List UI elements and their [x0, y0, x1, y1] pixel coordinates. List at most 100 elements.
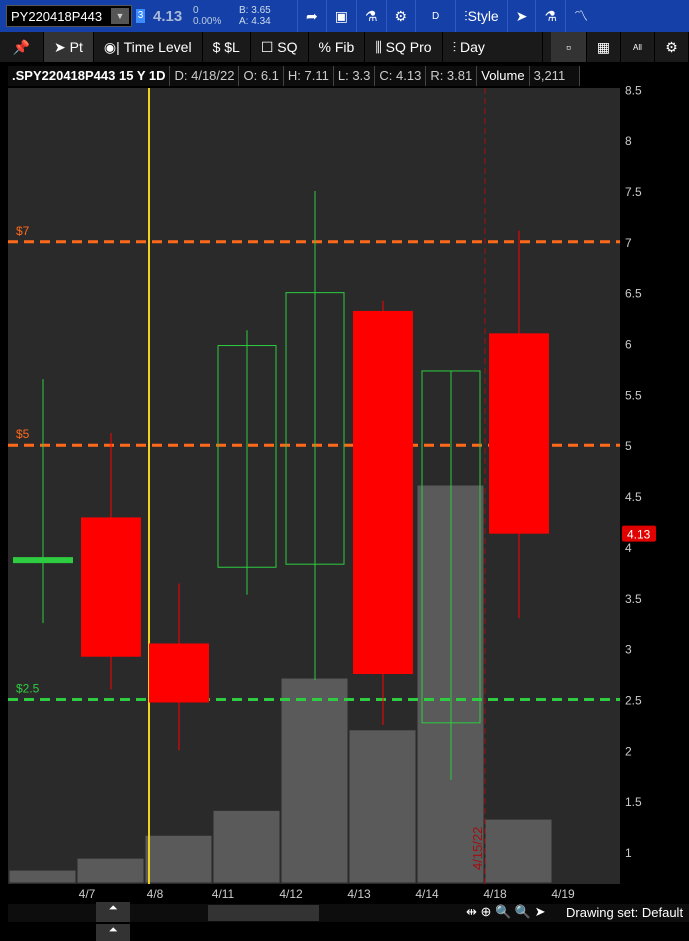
- x-tick-label: 4/14: [415, 887, 439, 901]
- x-tick-label: 4/8: [147, 887, 164, 901]
- change-value: 0: [193, 5, 199, 16]
- x-tick-label: 4/7: [79, 887, 96, 901]
- change-pct: 0.00%: [193, 16, 222, 27]
- link-badge[interactable]: 3: [136, 9, 145, 23]
- zoom-controls[interactable]: ⇹ ⊕ 🔍 🔍 ➤: [466, 904, 546, 919]
- current-price-badge: [622, 525, 656, 542]
- info-symbol: .SPY220418P443 15 Y 1D: [8, 66, 171, 86]
- y-tick-label: 7: [625, 236, 632, 250]
- price-level-label: $2.5: [16, 681, 40, 695]
- tool-label: Time Level: [123, 39, 192, 55]
- price-level-label: $7: [16, 224, 30, 238]
- y-tick-label: 7.5: [625, 185, 642, 199]
- collapse-icon-lower[interactable]: ⏶: [96, 924, 130, 941]
- tool-label: Pt: [69, 39, 83, 55]
- alert-icon[interactable]: ▣: [325, 0, 356, 32]
- pin-icon[interactable]: 📌: [0, 32, 44, 62]
- tool-sq[interactable]: ☐ SQ: [251, 32, 309, 62]
- info-open: O: 6.1: [239, 66, 284, 86]
- y-tick-label: 2: [625, 744, 632, 758]
- cursor-icon: ➤: [54, 38, 70, 55]
- y-tick-label: 4.5: [625, 490, 642, 504]
- tool-fib[interactable]: % Fib: [309, 32, 366, 62]
- y-tick-label: 8.5: [625, 83, 642, 97]
- y-tick-label: 3: [625, 643, 632, 657]
- symbol-text: PY220418P443: [11, 8, 103, 24]
- studies-icon[interactable]: ⚗: [535, 0, 565, 32]
- info-low: L: 3.3: [333, 66, 376, 86]
- info-high: H: 7.11: [283, 66, 334, 86]
- flask-icon[interactable]: ⚗: [355, 0, 386, 32]
- bid-ask: B: 3.65 A: 4.34: [239, 5, 297, 27]
- tool-label: Day: [459, 39, 485, 55]
- dollar-icon: $: [212, 39, 225, 55]
- grid-layout-icon[interactable]: ▦: [587, 32, 621, 62]
- volume-bar: [8, 869, 77, 884]
- tubes-icon: ⫼: [375, 38, 386, 55]
- change: 0 0.00%: [193, 5, 239, 27]
- tool-sq-pro[interactable]: ⫼ SQ Pro: [365, 32, 443, 62]
- bid: B: 3.65: [239, 5, 271, 16]
- x-tick-label: 4/18: [483, 887, 507, 901]
- y-tick-label: 8: [625, 134, 632, 148]
- volume-bar: [280, 677, 349, 884]
- candle-body: [13, 557, 73, 564]
- candle-body: [489, 333, 549, 534]
- period-button[interactable]: D: [415, 0, 455, 32]
- info-volume-label: Volume: [477, 66, 530, 86]
- percent-icon: %: [318, 39, 335, 55]
- candle-body: [421, 370, 481, 724]
- tool-label: $L: [224, 39, 240, 55]
- y-tick-label: 6.5: [625, 287, 642, 301]
- info-bar: .SPY220418P443 15 Y 1D D: 4/18/22 O: 6.1…: [8, 66, 580, 86]
- candle-body: [217, 345, 277, 568]
- cursor-icon[interactable]: ➤: [506, 0, 536, 32]
- gear-icon[interactable]: ⚙: [385, 0, 416, 32]
- volume-bar: [484, 818, 553, 884]
- price-level-label: $5: [16, 427, 30, 441]
- tool-price-level[interactable]: $ $L: [203, 32, 251, 62]
- all-icon[interactable]: All: [621, 32, 655, 62]
- chevron-down-icon[interactable]: ▼: [111, 8, 129, 24]
- price-axis[interactable]: [620, 62, 689, 884]
- y-tick-label: 2.5: [625, 693, 642, 707]
- tool-label: SQ Pro: [385, 39, 432, 55]
- tool-label: Fib: [334, 39, 355, 55]
- time-level-icon: ◉|: [103, 38, 124, 55]
- info-range: R: 3.81: [426, 66, 478, 86]
- drawing-set[interactable]: Drawing set: Default: [566, 905, 684, 920]
- tool-label: SQ: [277, 39, 298, 55]
- x-tick-label: 4/12: [279, 887, 303, 901]
- volume-bar: [76, 857, 145, 884]
- info-close: C: 4.13: [375, 66, 427, 86]
- style-button[interactable]: ⫶ Style: [455, 0, 507, 32]
- y-tick-label: 5.5: [625, 388, 642, 402]
- drawing-icon[interactable]: 〽: [565, 0, 596, 32]
- current-price-label: 4.13: [627, 528, 651, 542]
- candle-body: [149, 643, 209, 703]
- share-icon[interactable]: ➦: [297, 0, 326, 32]
- tool-time-level[interactable]: ◉| Time Level: [94, 32, 203, 62]
- volume-bar: [144, 834, 213, 884]
- single-layout-icon[interactable]: ▫: [551, 32, 587, 62]
- info-volume: 3,211: [529, 66, 580, 86]
- header-bar: PY220418P443 ▼ 3 4.13 0 0.00% B: 3.65 A: 4.…: [0, 0, 689, 32]
- y-tick-label: 3.5: [625, 592, 642, 606]
- y-tick-label: 1.5: [625, 795, 642, 809]
- candle-body: [81, 517, 141, 657]
- y-tick-label: 4: [625, 541, 632, 555]
- x-tick-label: 4/11: [212, 887, 235, 901]
- volume-bar: [212, 809, 281, 884]
- info-date: D: 4/18/22: [170, 66, 240, 86]
- y-tick-label: 5: [625, 439, 632, 453]
- scroll-thumb[interactable]: [208, 905, 319, 921]
- scrollbar[interactable]: ⏶ ⇹ ⊕ 🔍 🔍 ➤ Drawing set: Default: [8, 902, 689, 922]
- symbol-input[interactable]: PY220418P443 ▼: [6, 5, 132, 27]
- tool-day[interactable]: ⫶ Day: [443, 32, 543, 62]
- tool-pt[interactable]: ➤ Pt: [44, 32, 94, 62]
- style-label: Style: [467, 8, 499, 24]
- candle-body: [353, 310, 413, 675]
- collapse-icon[interactable]: ⏶: [96, 902, 130, 922]
- date-marker-label: 4/15/22: [470, 827, 485, 870]
